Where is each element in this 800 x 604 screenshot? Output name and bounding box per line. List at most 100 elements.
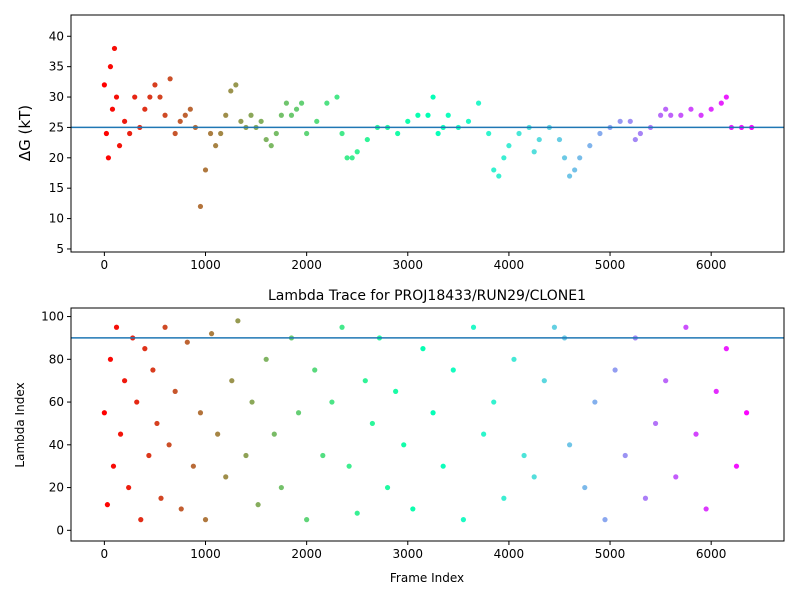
top-point	[101, 82, 107, 88]
top-point	[105, 155, 112, 161]
bottom-point	[150, 367, 156, 373]
top-point	[491, 167, 497, 173]
top-point	[116, 143, 123, 149]
top-point	[152, 82, 158, 88]
top-point	[293, 106, 300, 112]
bottom-point	[162, 324, 168, 330]
top-point	[107, 64, 114, 70]
top-y-tick-label: 30	[49, 90, 64, 104]
bottom-y-tick-label: 80	[49, 352, 64, 366]
bottom-point	[612, 367, 618, 373]
bottom-point	[312, 367, 318, 373]
top-point	[157, 94, 163, 100]
bottom-point	[723, 346, 729, 352]
top-point	[103, 130, 109, 137]
top-point	[167, 76, 173, 82]
bottom-scatter-points	[101, 318, 750, 523]
bottom-point	[683, 324, 689, 330]
top-y-tick-label: 20	[49, 151, 64, 165]
bottom-point	[295, 410, 302, 416]
top-y-tick-label: 40	[49, 29, 64, 43]
bottom-point	[393, 388, 399, 394]
bottom-point	[592, 399, 598, 405]
top-point	[344, 155, 350, 161]
bottom-point	[255, 502, 261, 508]
bottom-point	[271, 431, 277, 437]
top-point	[268, 143, 274, 149]
bottom-point	[126, 484, 132, 491]
top-point	[132, 94, 138, 100]
bottom-x-tick-label: 3000	[393, 547, 424, 561]
bottom-point	[138, 517, 144, 523]
bottom-point	[410, 506, 416, 512]
bottom-point	[215, 431, 221, 437]
bottom-y-tick-label: 20	[49, 481, 64, 495]
top-point	[162, 112, 168, 118]
bottom-panel: Lambda Trace for PROJ18433/RUN29/CLONE1 …	[13, 288, 785, 585]
top-point	[445, 112, 451, 118]
bottom-point	[243, 452, 249, 459]
top-point	[147, 94, 153, 100]
bottom-point	[329, 399, 335, 405]
top-point	[486, 130, 492, 137]
top-point	[349, 155, 355, 161]
bottom-point	[491, 399, 497, 405]
top-point	[597, 130, 603, 137]
bottom-point	[652, 420, 659, 427]
bottom-y-tick-label: 100	[41, 310, 64, 324]
bottom-point	[154, 420, 160, 427]
top-point	[197, 203, 204, 210]
bottom-x-tick-label: 0	[101, 547, 109, 561]
top-point	[127, 130, 133, 137]
top-point	[207, 130, 214, 137]
top-point	[314, 118, 320, 124]
top-x-tick-label: 0	[101, 258, 109, 272]
bottom-point	[110, 463, 117, 469]
top-point	[718, 100, 724, 106]
top-point	[177, 118, 183, 124]
bottom-point	[420, 346, 426, 352]
bottom-y-ticks: 0 20 40 60 80 100	[41, 310, 71, 537]
bottom-point	[642, 495, 649, 501]
bottom-point	[178, 506, 184, 512]
bottom-point	[440, 463, 446, 469]
bottom-point	[197, 410, 204, 416]
top-axes-frame	[70, 14, 785, 253]
top-point	[298, 100, 305, 106]
top-x-tick-label: 2000	[291, 258, 322, 272]
top-point	[587, 143, 593, 149]
top-point	[617, 118, 623, 124]
bottom-point	[511, 356, 517, 362]
bottom-point	[541, 378, 547, 384]
top-x-tick-label: 3000	[393, 258, 424, 272]
top-point	[556, 136, 563, 143]
bottom-point	[158, 495, 164, 501]
top-point	[364, 136, 370, 143]
bottom-point	[346, 463, 352, 469]
bottom-x-tick-label: 4000	[494, 547, 525, 561]
bottom-point	[551, 324, 558, 330]
bottom-x-tick-label: 1000	[190, 547, 221, 561]
top-point	[405, 118, 411, 124]
bottom-point	[369, 420, 375, 427]
bottom-y-axis-label: Lambda Index	[13, 382, 27, 467]
top-point	[304, 130, 310, 137]
top-point	[223, 112, 229, 118]
bottom-point	[142, 346, 148, 352]
top-x-tick-label: 1000	[190, 258, 221, 272]
bottom-point	[134, 399, 140, 405]
bottom-point	[470, 324, 477, 330]
top-point	[233, 82, 239, 88]
top-point	[238, 118, 244, 124]
bottom-point	[166, 442, 172, 448]
bottom-y-tick-label: 40	[49, 438, 64, 452]
top-point	[111, 45, 118, 52]
bottom-point	[460, 517, 467, 523]
bottom-x-tick-label: 2000	[291, 547, 322, 561]
top-y-tick-label: 35	[49, 60, 64, 74]
top-point	[395, 130, 401, 137]
bottom-point	[104, 502, 111, 508]
top-x-ticks: 0 1000 2000 3000 4000 5000 6000	[101, 252, 726, 272]
bottom-chart-title: Lambda Trace for PROJ18433/RUN29/CLONE1	[268, 288, 586, 304]
top-point	[536, 136, 542, 143]
